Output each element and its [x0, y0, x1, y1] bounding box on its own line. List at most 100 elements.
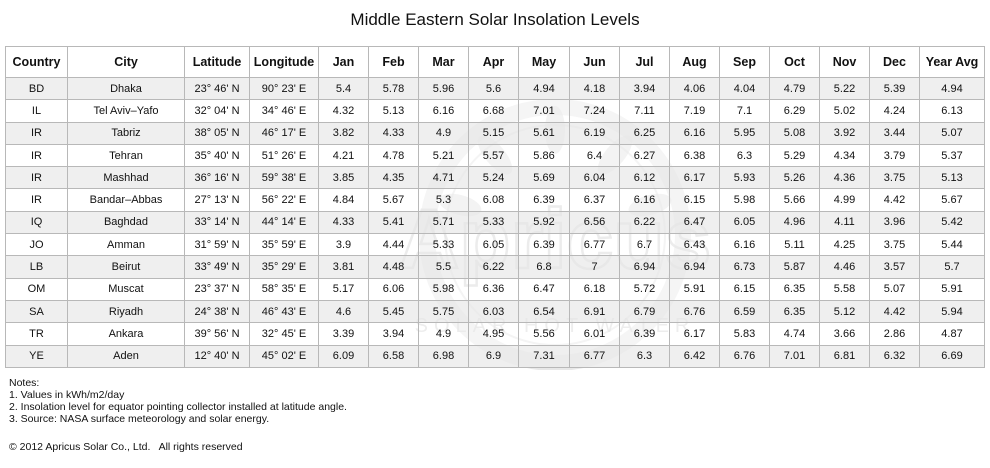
- table-cell: 51° 26' E: [249, 143, 319, 168]
- table-cell: 6.32: [869, 344, 920, 368]
- table-cell: 35° 29' E: [249, 255, 319, 279]
- table-cell: 5.93: [719, 166, 770, 190]
- table-cell: 6.38: [669, 143, 720, 168]
- table-cell: 5.86: [518, 143, 570, 168]
- table-cell: 4.25: [819, 233, 870, 257]
- table-cell: 5.96: [418, 76, 469, 101]
- table-cell: 4.78: [368, 143, 419, 168]
- column-header: Nov: [819, 46, 870, 78]
- table-cell: 4.24: [869, 99, 920, 123]
- table-cell: 35° 40' N: [184, 143, 250, 168]
- table-cell: 5.94: [919, 299, 985, 324]
- table-cell: 5.29: [769, 143, 820, 168]
- table-cell: 6.05: [468, 233, 519, 257]
- table-cell: 6.56: [569, 210, 620, 235]
- table-cell: IQ: [5, 210, 68, 235]
- table-cell: 3.92: [819, 121, 870, 145]
- table-cell: 7: [569, 255, 620, 279]
- table-cell: 4.11: [819, 210, 870, 235]
- table-cell: 6.39: [518, 233, 570, 257]
- table-cell: 3.94: [368, 322, 419, 346]
- table-cell: 5.11: [769, 233, 820, 257]
- table-cell: 6.76: [669, 299, 720, 324]
- table-cell: 6.39: [518, 188, 570, 212]
- table-cell: 5.08: [769, 121, 820, 145]
- table-cell: 5.58: [819, 277, 870, 301]
- table-cell: 3.96: [869, 210, 920, 235]
- table-cell: 5.37: [919, 143, 985, 168]
- table-cell: 5.91: [919, 277, 985, 301]
- table-cell: 6.16: [719, 233, 770, 257]
- table-cell: 45° 02' E: [249, 344, 319, 368]
- table-cell: 6.77: [569, 344, 620, 368]
- table-cell: 6.16: [619, 188, 670, 212]
- table-cell: 5.44: [919, 233, 985, 257]
- table-cell: 6.98: [418, 344, 469, 368]
- column-header: Jun: [569, 46, 620, 78]
- table-cell: 36° 16' N: [184, 166, 250, 190]
- table-cell: 5.33: [418, 233, 469, 257]
- table-cell: 3.94: [619, 76, 670, 101]
- table-cell: Riyadh: [67, 299, 185, 324]
- table-cell: 4.87: [919, 322, 985, 346]
- table-row: SA Riyadh 24° 38' N 46° 43' E 4.6 5.45 5.75 6.0…: [5, 299, 985, 324]
- table-cell: 4.79: [769, 76, 820, 101]
- table-row: YE Aden 12° 40' N 45° 02' E 6.09 6.58 6.98 6.9 7…: [5, 344, 985, 368]
- table-cell: Tel Aviv–Yafo: [67, 99, 185, 123]
- table-cell: YE: [5, 344, 68, 368]
- table-cell: 4.18: [569, 76, 620, 101]
- table-cell: 4.48: [368, 255, 419, 279]
- table-cell: 5.42: [919, 210, 985, 235]
- table-row: IL Tel Aviv–Yafo 32° 04' N 34° 46' E 4.32 5.1…: [5, 99, 985, 123]
- table-cell: 5.67: [919, 188, 985, 212]
- table-cell: 6.76: [719, 344, 770, 368]
- column-header: Dec: [869, 46, 920, 78]
- table-cell: 5.13: [368, 99, 419, 123]
- table-cell: 6.58: [368, 344, 419, 368]
- table-cell: IR: [5, 121, 68, 145]
- table-cell: 4.33: [368, 121, 419, 145]
- table-cell: 5.98: [719, 188, 770, 212]
- table-cell: 5.22: [819, 76, 870, 101]
- table-cell: 5.78: [368, 76, 419, 101]
- column-header: City: [67, 46, 185, 78]
- table-cell: 6.9: [468, 344, 519, 368]
- table-cell: 6.03: [468, 299, 519, 324]
- table-cell: 5.07: [869, 277, 920, 301]
- column-header: Country: [5, 46, 68, 78]
- table-cell: Baghdad: [67, 210, 185, 235]
- table-cell: 7.01: [769, 344, 820, 368]
- table-cell: 4.94: [518, 76, 570, 101]
- note-item: 3. Source: NASA surface meteorology and …: [9, 413, 270, 425]
- table-cell: 5.87: [769, 255, 820, 279]
- table-header-row: Country City Latitude Longitude Jan Feb Mar Apr…: [5, 46, 985, 78]
- table-cell: Aden: [67, 344, 185, 368]
- table-cell: 6.15: [669, 188, 720, 212]
- column-header: Oct: [769, 46, 820, 78]
- table-cell: 6.08: [468, 188, 519, 212]
- table-cell: 6.47: [518, 277, 570, 301]
- table-cell: 6.13: [919, 99, 985, 123]
- column-header: Sep: [719, 46, 770, 78]
- table-cell: 58° 35' E: [249, 277, 319, 301]
- table-cell: 90° 23' E: [249, 76, 319, 101]
- table-cell: 6.3: [719, 143, 770, 168]
- table-cell: OM: [5, 277, 68, 301]
- table-cell: 3.39: [318, 322, 369, 346]
- table-cell: Tabriz: [67, 121, 185, 145]
- table-cell: 4.74: [769, 322, 820, 346]
- table-cell: IR: [5, 143, 68, 168]
- table-cell: IR: [5, 188, 68, 212]
- table-cell: 4.42: [869, 299, 920, 324]
- table-cell: SA: [5, 299, 68, 324]
- table-cell: Mashhad: [67, 166, 185, 190]
- insolation-table: Country City Latitude Longitude Jan Feb Mar Apr…: [5, 46, 985, 368]
- table-row: IR Tehran 35° 40' N 51° 26' E 4.21 4.78 5.21 5.…: [5, 143, 985, 168]
- table-cell: 3.81: [318, 255, 369, 279]
- table-cell: Tehran: [67, 143, 185, 168]
- table-cell: IR: [5, 166, 68, 190]
- table-cell: 6.12: [619, 166, 670, 190]
- table-cell: 4.9: [418, 121, 469, 145]
- table-cell: 6.39: [619, 322, 670, 346]
- table-cell: 39° 56' N: [184, 322, 250, 346]
